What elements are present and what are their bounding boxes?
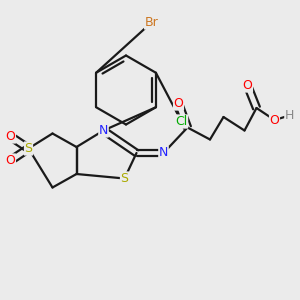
Text: O: O	[174, 97, 183, 110]
Text: O: O	[270, 113, 279, 127]
Text: N: N	[159, 146, 168, 160]
Text: O: O	[6, 130, 15, 143]
Text: S: S	[25, 142, 32, 155]
Text: N: N	[99, 124, 108, 137]
Text: O: O	[243, 79, 252, 92]
Text: S: S	[121, 172, 128, 185]
Text: Br: Br	[145, 16, 158, 29]
Text: Cl: Cl	[176, 115, 188, 128]
Text: H: H	[285, 109, 294, 122]
Text: O: O	[6, 154, 15, 167]
